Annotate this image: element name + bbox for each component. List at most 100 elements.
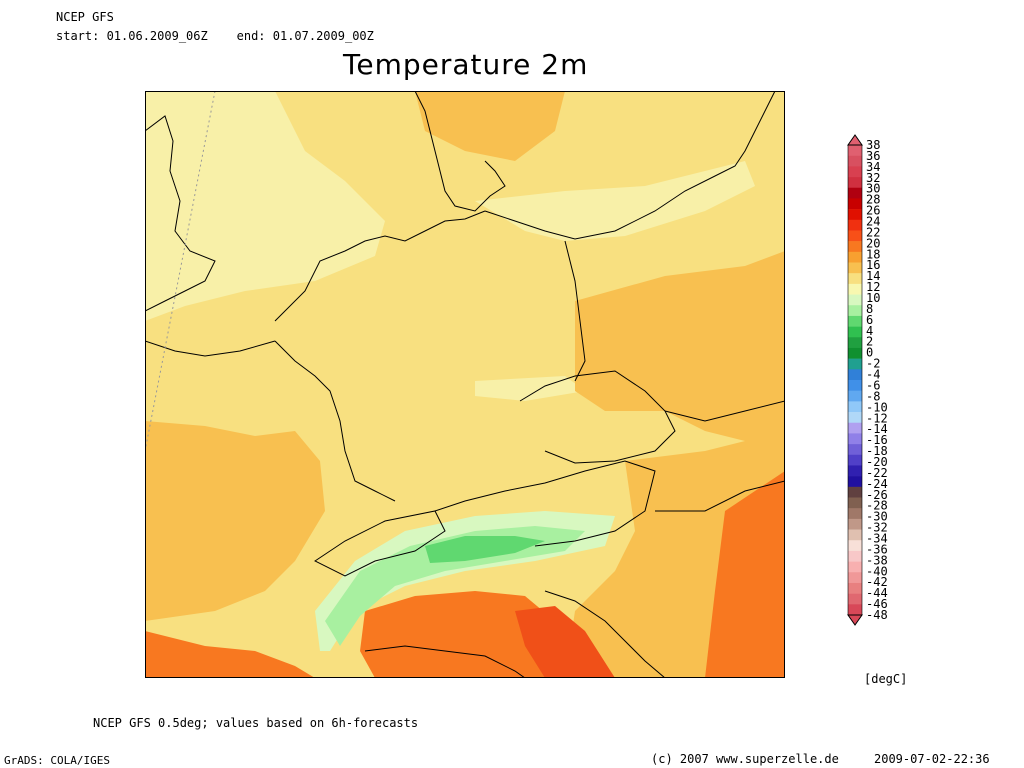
coastline-denmark [414, 91, 506, 212]
colorbar-label: -14 [866, 422, 888, 436]
colorbar-label: -2 [866, 357, 880, 371]
colorbar-swatch [848, 529, 862, 541]
coastline-uk [145, 115, 216, 312]
colorbar-label: 2 [866, 335, 873, 349]
colorbar-swatch [848, 604, 862, 616]
warm-zone-west [145, 421, 325, 621]
colorbar-label: -18 [866, 444, 888, 458]
coastline-adriatic [544, 590, 666, 678]
colorbar-swatch [848, 422, 862, 434]
colorbar-swatch [848, 561, 862, 573]
colorbar-label: -28 [866, 499, 888, 513]
colorbar-label: -36 [866, 542, 888, 556]
colorbar-swatch [848, 166, 862, 178]
border-switzerland [314, 510, 446, 577]
colorbar-label: -44 [866, 586, 888, 600]
colorbar-swatch [848, 305, 862, 317]
colorbar-label: -46 [866, 597, 888, 611]
colorbar-swatch [848, 454, 862, 466]
coastline-north-sea [274, 210, 486, 322]
colorbar-label: 36 [866, 149, 880, 163]
colorbar-swatch [848, 347, 862, 359]
colorbar-swatch [848, 358, 862, 370]
colorbar-swatch [848, 262, 862, 274]
colorbar-label: -42 [866, 575, 888, 589]
colorbar-swatch [848, 198, 862, 210]
colorbar-top-arrow [847, 134, 863, 146]
colorbar-label: 28 [866, 193, 880, 207]
warm-zone-north [415, 91, 565, 161]
cool-zone-north [145, 91, 385, 321]
colorbar-swatch [848, 518, 862, 530]
colorbar-swatch [848, 465, 862, 477]
hottest-zone-adriatic [515, 606, 615, 678]
colorbar-swatch [848, 582, 862, 594]
colorbar-swatch [848, 593, 862, 605]
border-austria [434, 460, 656, 547]
colorbar-label: 24 [866, 215, 880, 229]
colorbar-label: -34 [866, 531, 888, 545]
colorbar-label: -32 [866, 521, 888, 535]
colorbar-swatch [848, 550, 862, 562]
colorbar-label: 18 [866, 247, 880, 261]
colorbar-swatch [848, 497, 862, 509]
coastline-italy [364, 645, 526, 678]
colorbar-swatch [848, 219, 862, 231]
model-label: NCEP GFS [56, 10, 114, 24]
colorbar-label: -8 [866, 389, 880, 403]
colorbar-swatch [848, 433, 862, 445]
border-south-east [655, 480, 785, 512]
colorbar-label: 32 [866, 171, 880, 185]
cool-zone-baltic [475, 161, 755, 241]
colorbar-label: 10 [866, 291, 880, 305]
colorbar-label: -48 [866, 608, 888, 622]
colorbar-swatch [848, 294, 862, 306]
colorbar-swatch [848, 177, 862, 189]
border-germany-west [274, 340, 396, 502]
grid-line-dotted [145, 91, 216, 452]
colorbar-label: -38 [866, 553, 888, 567]
colorbar-swatch [848, 369, 862, 381]
colorbar-label: 30 [866, 182, 880, 196]
colorbar-label: 38 [866, 138, 880, 152]
colorbar-swatch [848, 337, 862, 349]
border-germany-east [564, 240, 586, 382]
colorbar-label: 6 [866, 313, 873, 327]
colorbar-label: -4 [866, 368, 880, 382]
border-east [664, 400, 785, 422]
colorbar-label: -22 [866, 466, 888, 480]
colorbar-swatch [848, 187, 862, 199]
colorbar-swatch [848, 315, 862, 327]
colorbar-swatch [848, 241, 862, 253]
footer-timestamp: 2009-07-02-22:36 [874, 752, 990, 766]
period-label: start: 01.06.2009_06Z end: 01.07.2009_00… [56, 29, 374, 43]
colorbar-swatch [848, 230, 862, 242]
colorbar-swatch [848, 283, 862, 295]
colorbar-label: 20 [866, 236, 880, 250]
colorbar-swatch [848, 326, 862, 338]
colorbar-label: 34 [866, 160, 880, 174]
colorbar-swatch [848, 486, 862, 498]
footer-copyright: (c) 2007 www.superzelle.de [651, 752, 839, 766]
colorbar-unit: [degC] [864, 672, 908, 686]
colorbar-label: 16 [866, 258, 880, 272]
colorbar-swatch [848, 444, 862, 456]
colorbar-label: 8 [866, 302, 873, 316]
colorbar-label: -24 [866, 477, 888, 491]
footer-source: NCEP GFS 0.5deg; values based on 6h-fore… [93, 716, 419, 730]
colorbar-label: 14 [866, 269, 880, 283]
colorbar-swatch [848, 540, 862, 552]
footer-grads: GrADS: COLA/IGES [4, 754, 110, 767]
colorbar-label: 26 [866, 204, 880, 218]
alps-band-10 [325, 526, 585, 646]
colorbar-frame [847, 144, 863, 616]
warm-zone-east [575, 251, 785, 451]
colorbar-label: -12 [866, 411, 888, 425]
colorbar-swatch [848, 508, 862, 520]
coastline-baltic [484, 91, 776, 240]
colorbar-swatch [848, 476, 862, 488]
map-title: Temperature 2m [343, 48, 589, 81]
hot-zone-southeast [705, 471, 785, 678]
colorbar-label: 4 [866, 324, 873, 338]
colorbar-bottom-arrow [847, 614, 863, 626]
